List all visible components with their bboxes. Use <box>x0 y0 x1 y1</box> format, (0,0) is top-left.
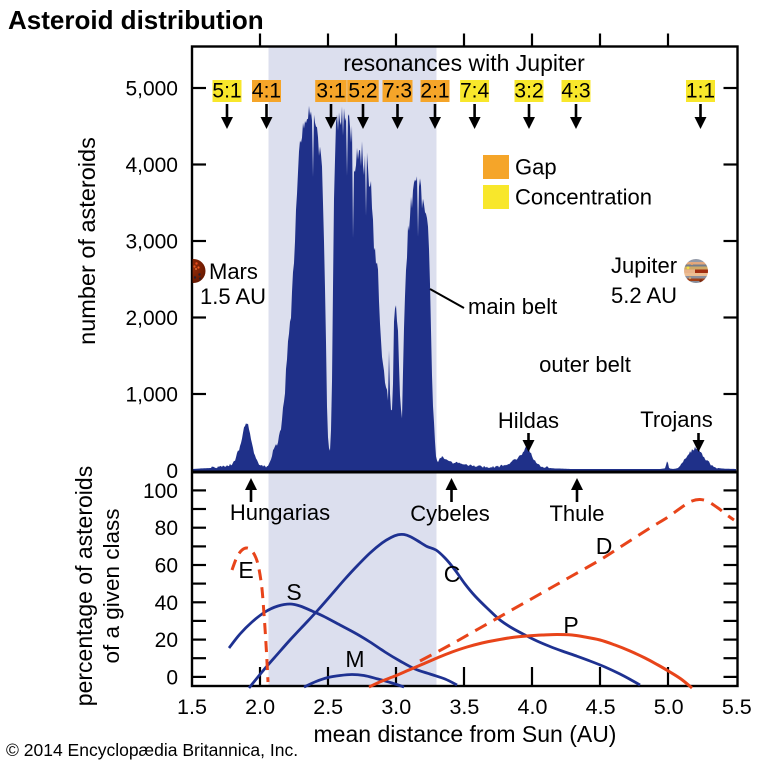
svg-text:2.0: 2.0 <box>245 695 275 719</box>
svg-text:0: 0 <box>166 666 178 689</box>
svg-text:80: 80 <box>155 517 178 540</box>
svg-text:Trojans: Trojans <box>640 407 713 432</box>
svg-text:Hildas: Hildas <box>498 408 559 433</box>
svg-text:2.5: 2.5 <box>313 695 343 719</box>
svg-text:5.0: 5.0 <box>654 695 684 719</box>
svg-text:Cybeles: Cybeles <box>410 501 489 526</box>
svg-text:C: C <box>444 561 461 587</box>
svg-text:7:3: 7:3 <box>383 80 412 103</box>
svg-text:5.5: 5.5 <box>722 695 752 719</box>
svg-text:mean distance from Sun (AU): mean distance from Sun (AU) <box>314 721 617 747</box>
svg-text:number of asteroids: number of asteroids <box>74 137 100 345</box>
svg-text:2,000: 2,000 <box>125 307 178 330</box>
svg-text:3:1: 3:1 <box>316 80 345 103</box>
svg-text:100: 100 <box>143 480 178 503</box>
svg-text:4:3: 4:3 <box>561 80 590 103</box>
svg-text:5:2: 5:2 <box>348 80 377 103</box>
svg-text:4,000: 4,000 <box>125 154 178 177</box>
svg-text:1.5: 1.5 <box>177 695 207 719</box>
svg-text:Mars: Mars <box>209 259 258 284</box>
svg-text:outer belt: outer belt <box>539 352 631 377</box>
svg-text:4:1: 4:1 <box>252 80 281 103</box>
svg-text:Concentration: Concentration <box>515 185 652 210</box>
svg-text:Hungarias: Hungarias <box>230 500 330 525</box>
svg-text:3.0: 3.0 <box>381 695 411 719</box>
svg-text:7:4: 7:4 <box>460 80 490 103</box>
svg-text:3:2: 3:2 <box>514 80 543 103</box>
svg-text:© 2014 Encyclopædia Britannica: © 2014 Encyclopædia Britannica, Inc. <box>6 740 298 760</box>
svg-text:60: 60 <box>155 555 178 578</box>
svg-text:S: S <box>286 579 301 605</box>
svg-text:Jupiter: Jupiter <box>611 253 677 278</box>
svg-text:1:1: 1:1 <box>686 80 715 103</box>
svg-text:0: 0 <box>166 460 178 483</box>
svg-text:5.2 AU: 5.2 AU <box>611 283 677 308</box>
svg-text:main belt: main belt <box>468 294 557 319</box>
svg-text:D: D <box>596 533 613 559</box>
svg-text:40: 40 <box>155 592 178 615</box>
svg-text:Gap: Gap <box>515 155 557 180</box>
svg-text:E: E <box>238 557 253 583</box>
svg-text:1.5 AU: 1.5 AU <box>200 284 266 309</box>
svg-text:P: P <box>563 612 578 638</box>
svg-text:5:1: 5:1 <box>212 80 241 103</box>
svg-text:4.5: 4.5 <box>586 695 616 719</box>
svg-text:3,000: 3,000 <box>125 231 178 254</box>
svg-text:of a given class: of a given class <box>99 508 124 663</box>
svg-text:M: M <box>345 646 364 672</box>
svg-text:Asteroid distribution: Asteroid distribution <box>8 5 264 35</box>
svg-text:5,000: 5,000 <box>125 78 178 101</box>
svg-text:4.0: 4.0 <box>518 695 548 719</box>
svg-text:percentage of asteroids: percentage of asteroids <box>71 466 97 706</box>
svg-text:3.5: 3.5 <box>449 695 479 719</box>
svg-text:20: 20 <box>155 629 178 652</box>
svg-text:Thule: Thule <box>549 501 604 526</box>
svg-text:1,000: 1,000 <box>125 384 178 407</box>
svg-text:resonances with Jupiter: resonances with Jupiter <box>343 50 585 76</box>
svg-text:2:1: 2:1 <box>420 80 449 103</box>
